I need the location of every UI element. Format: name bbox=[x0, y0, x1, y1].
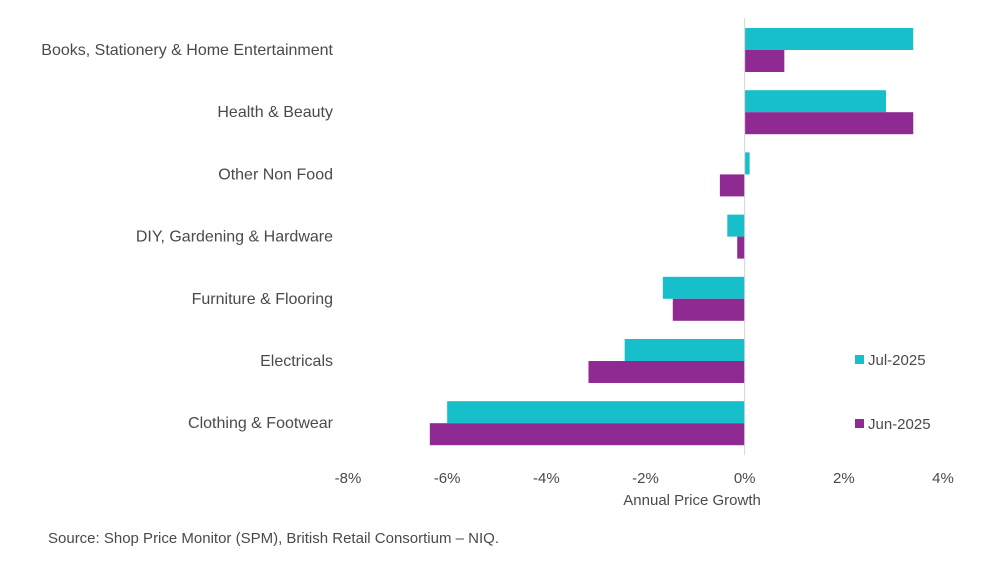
bar-jul-2025-other-non-food bbox=[744, 152, 750, 175]
bar-jul-2025-furniture-flooring bbox=[662, 276, 745, 299]
bar-jul-2025-electricals bbox=[624, 339, 745, 361]
category-label-furniture-flooring: Furniture & Flooring bbox=[192, 291, 333, 308]
x-tick-label: 0% bbox=[734, 470, 756, 487]
category-label-diy-gardening-hardware: DIY, Gardening & Hardware bbox=[136, 229, 333, 246]
bar-jun-2025-clothing-footwear bbox=[429, 423, 745, 446]
bar-jul-2025-diy-gardening-hardware bbox=[727, 214, 745, 237]
bar-jul-2025-books-stationery-home-entertainment bbox=[744, 28, 914, 50]
legend-label-jul-2025: Jul-2025 bbox=[868, 352, 926, 369]
source-note: Source: Shop Price Monitor (SPM), Britis… bbox=[48, 530, 499, 547]
x-tick-label: -8% bbox=[335, 470, 362, 487]
legend-swatch-jul-2025 bbox=[855, 355, 864, 364]
bar-jun-2025-books-stationery-home-entertainment bbox=[744, 50, 785, 72]
category-label-books-stationery-home-entertainment: Books, Stationery & Home Entertainment bbox=[41, 42, 333, 59]
x-tick-label: -2% bbox=[632, 470, 659, 487]
bars-layer bbox=[429, 28, 914, 446]
x-axis-title: Annual Price Growth bbox=[623, 492, 761, 509]
category-label-clothing-footwear: Clothing & Footwear bbox=[188, 415, 334, 432]
x-tick-label: -4% bbox=[533, 470, 560, 487]
bar-jun-2025-diy-gardening-hardware bbox=[737, 236, 745, 259]
legend-label-jun-2025: Jun-2025 bbox=[868, 416, 931, 433]
category-label-health-beauty: Health & Beauty bbox=[217, 104, 333, 121]
category-labels: Books, Stationery & Home Entertainment He… bbox=[41, 42, 333, 432]
legend-swatch-jun-2025 bbox=[855, 419, 864, 428]
x-tick-label: 4% bbox=[932, 470, 954, 487]
legend: Jul-2025 Jun-2025 bbox=[855, 352, 931, 433]
bar-jul-2025-health-beauty bbox=[744, 90, 886, 113]
x-tick-label: -6% bbox=[434, 470, 461, 487]
bar-jun-2025-furniture-flooring bbox=[672, 298, 745, 321]
x-tick-label: 2% bbox=[833, 470, 855, 487]
bar-jun-2025-other-non-food bbox=[719, 174, 745, 197]
category-label-other-non-food: Other Non Food bbox=[218, 166, 333, 183]
bar-jul-2025-clothing-footwear bbox=[447, 401, 745, 424]
bar-jun-2025-electricals bbox=[588, 361, 745, 383]
category-label-electricals: Electricals bbox=[260, 353, 333, 370]
bar-jun-2025-health-beauty bbox=[744, 112, 914, 135]
x-tick-labels: -8% -6% -4% -2% 0% 2% 4% bbox=[335, 470, 954, 487]
